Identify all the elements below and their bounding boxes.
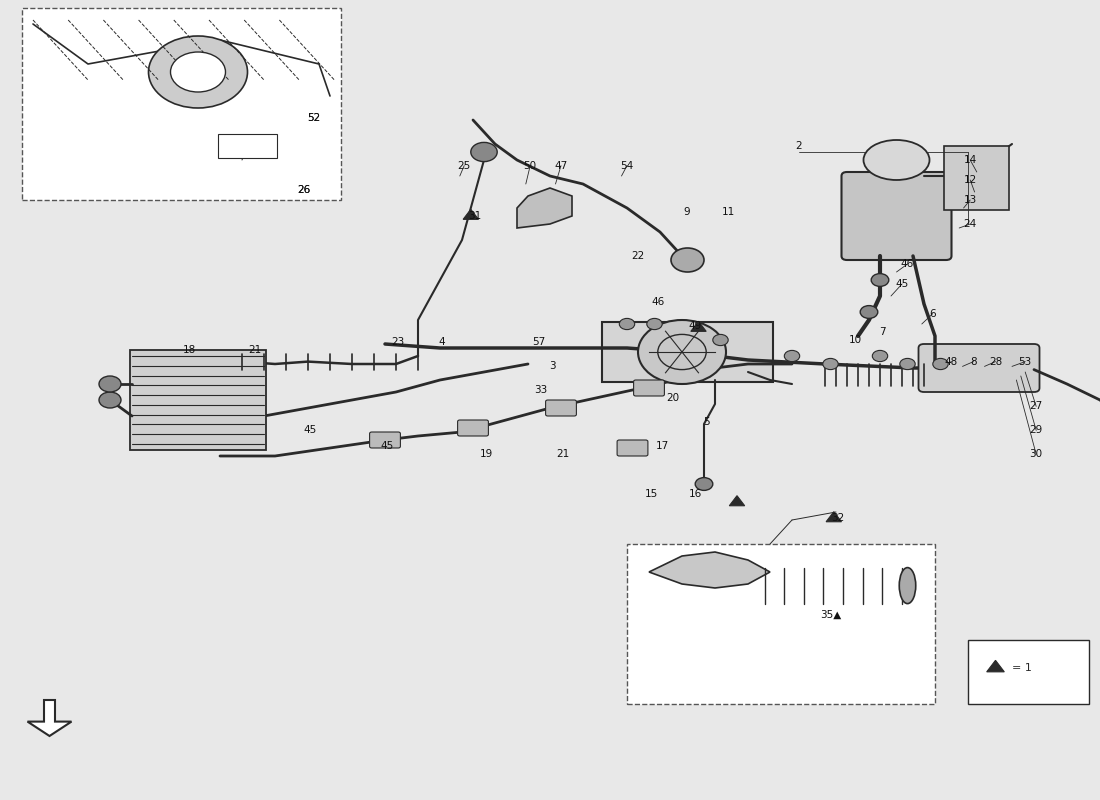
Text: 47: 47	[554, 161, 568, 170]
FancyBboxPatch shape	[130, 350, 266, 450]
FancyBboxPatch shape	[968, 640, 1089, 704]
Circle shape	[871, 274, 889, 286]
Text: 12: 12	[964, 175, 977, 185]
Text: 7: 7	[879, 327, 886, 337]
Polygon shape	[463, 210, 478, 219]
Polygon shape	[28, 700, 72, 736]
Text: 53: 53	[1019, 357, 1032, 366]
Text: 23: 23	[392, 338, 405, 347]
Text: 14: 14	[964, 155, 977, 165]
Text: 29: 29	[1030, 426, 1043, 435]
Circle shape	[99, 392, 121, 408]
Text: 52: 52	[307, 113, 320, 122]
Text: 52: 52	[307, 113, 320, 122]
Circle shape	[933, 358, 948, 370]
Circle shape	[823, 358, 838, 370]
Text: 3: 3	[549, 362, 556, 371]
Text: 45: 45	[381, 442, 394, 451]
Text: 16: 16	[689, 490, 702, 499]
Text: 45: 45	[304, 426, 317, 435]
Text: 26: 26	[297, 186, 310, 195]
Text: 31: 31	[469, 211, 482, 221]
Circle shape	[784, 350, 800, 362]
Circle shape	[872, 350, 888, 362]
Circle shape	[671, 248, 704, 272]
Text: 28: 28	[989, 357, 1002, 366]
Text: 32: 32	[832, 514, 845, 523]
Text: 30: 30	[1030, 450, 1043, 459]
Text: 4: 4	[439, 338, 446, 347]
Circle shape	[900, 358, 915, 370]
FancyBboxPatch shape	[22, 8, 341, 200]
Text: 54: 54	[620, 161, 634, 170]
Text: 35▲: 35▲	[820, 610, 842, 619]
Circle shape	[713, 334, 728, 346]
Text: 33: 33	[535, 386, 548, 395]
Text: 24: 24	[964, 219, 977, 229]
Polygon shape	[691, 322, 706, 331]
FancyBboxPatch shape	[944, 146, 1009, 210]
Polygon shape	[517, 188, 572, 228]
Text: 10: 10	[849, 335, 862, 345]
Text: 6: 6	[930, 309, 936, 318]
Text: 19: 19	[480, 450, 493, 459]
Circle shape	[638, 320, 726, 384]
Polygon shape	[649, 552, 770, 588]
Circle shape	[860, 306, 878, 318]
Text: 17: 17	[656, 442, 669, 451]
Text: 25: 25	[458, 161, 471, 170]
Text: 50: 50	[524, 161, 537, 170]
Text: 15: 15	[645, 490, 658, 499]
Text: 9: 9	[683, 207, 690, 217]
Circle shape	[695, 478, 713, 490]
Text: 5: 5	[703, 418, 710, 427]
Text: 21: 21	[557, 450, 570, 459]
Ellipse shape	[900, 568, 915, 603]
Text: 48: 48	[945, 357, 958, 366]
Text: 46: 46	[901, 259, 914, 269]
Circle shape	[471, 142, 497, 162]
Circle shape	[170, 52, 226, 92]
Text: 46: 46	[651, 298, 664, 307]
FancyBboxPatch shape	[370, 432, 400, 448]
FancyBboxPatch shape	[627, 544, 935, 704]
Text: 49: 49	[689, 322, 702, 331]
Text: 20: 20	[667, 394, 680, 403]
Polygon shape	[987, 660, 1004, 672]
Text: 21: 21	[249, 346, 262, 355]
Text: 8: 8	[970, 357, 977, 366]
Circle shape	[619, 318, 635, 330]
FancyBboxPatch shape	[918, 344, 1040, 392]
Text: 13: 13	[964, 195, 977, 205]
FancyBboxPatch shape	[617, 440, 648, 456]
Text: 22: 22	[631, 251, 645, 261]
Circle shape	[647, 318, 662, 330]
Text: 27: 27	[1030, 402, 1043, 411]
FancyBboxPatch shape	[842, 172, 952, 260]
Text: 57: 57	[532, 338, 546, 347]
Text: 45: 45	[895, 279, 909, 289]
Circle shape	[148, 36, 248, 108]
FancyBboxPatch shape	[634, 380, 664, 396]
Text: 11: 11	[722, 207, 735, 217]
Circle shape	[99, 376, 121, 392]
FancyBboxPatch shape	[458, 420, 488, 436]
FancyBboxPatch shape	[546, 400, 576, 416]
Polygon shape	[826, 512, 842, 522]
Polygon shape	[729, 496, 745, 506]
Text: = 1: = 1	[1012, 663, 1032, 673]
Text: 18: 18	[183, 346, 196, 355]
FancyBboxPatch shape	[218, 134, 277, 158]
Text: 2: 2	[795, 141, 802, 150]
FancyBboxPatch shape	[602, 322, 773, 382]
Ellipse shape	[864, 140, 930, 180]
Text: 26: 26	[297, 186, 310, 195]
